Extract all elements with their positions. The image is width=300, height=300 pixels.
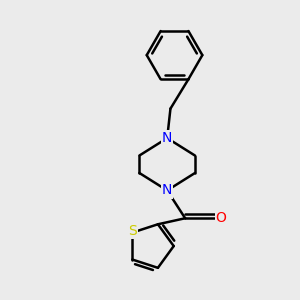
- Text: N: N: [162, 131, 172, 145]
- Text: N: N: [162, 183, 172, 197]
- Text: O: O: [216, 211, 226, 225]
- Text: S: S: [128, 224, 137, 238]
